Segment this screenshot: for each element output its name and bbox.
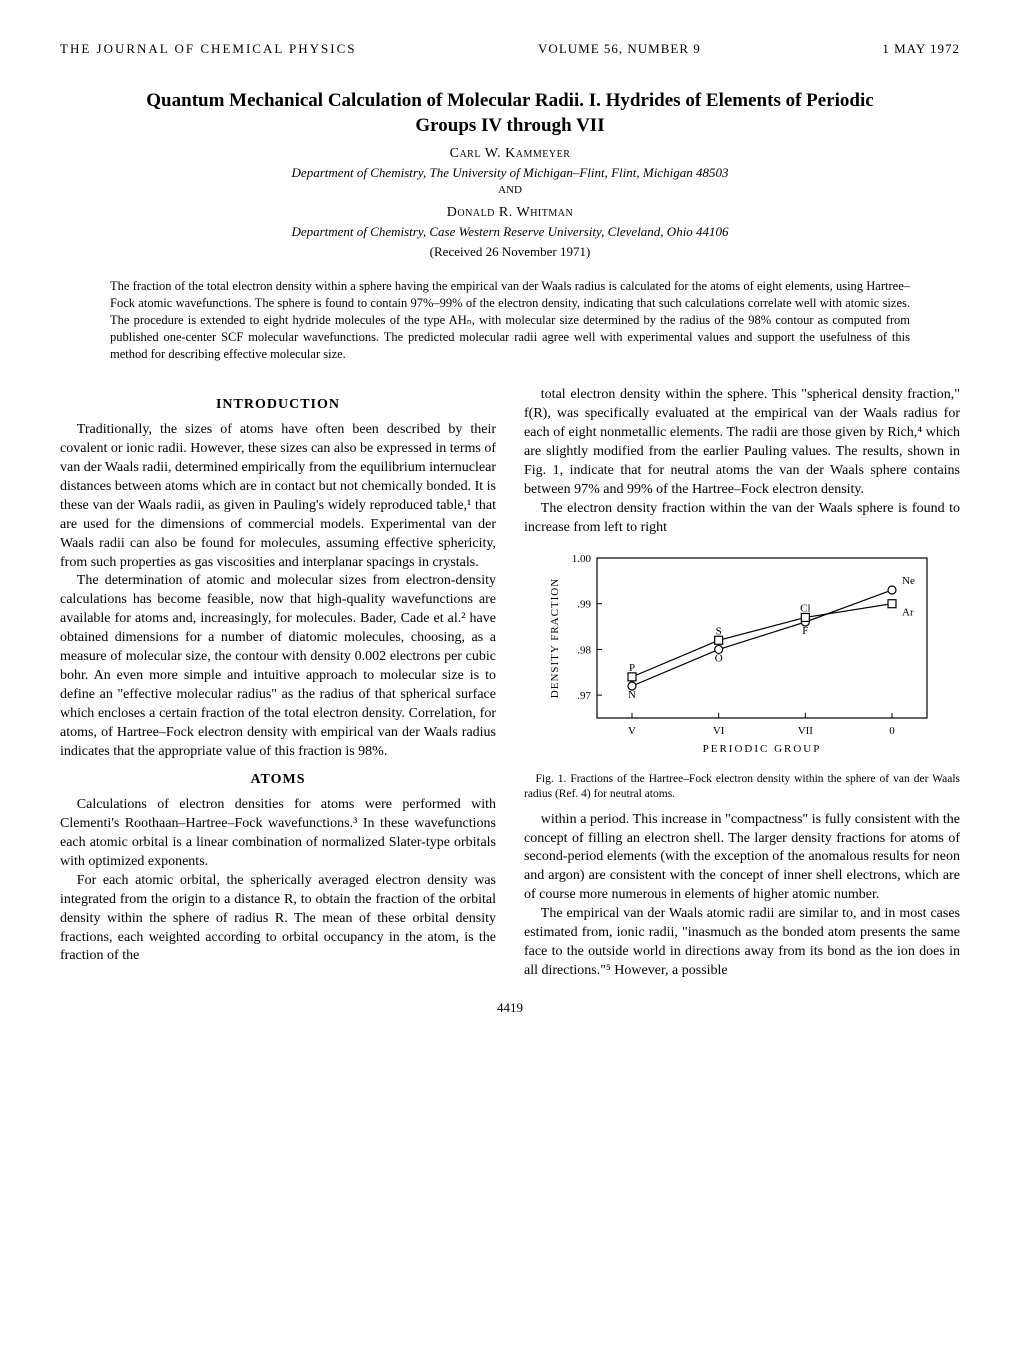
svg-text:PERIODIC GROUP: PERIODIC GROUP — [703, 743, 822, 755]
page-number: 4419 — [60, 999, 960, 1017]
svg-text:1.00: 1.00 — [572, 553, 592, 565]
issue-info: VOLUME 56, NUMBER 9 — [538, 40, 701, 58]
svg-text:.98: .98 — [577, 644, 591, 656]
author-2: Donald R. Whitman — [60, 204, 960, 223]
svg-text:VI: VI — [713, 725, 725, 737]
affiliation-2: Department of Chemistry, Case Western Re… — [60, 223, 960, 241]
svg-text:Ne: Ne — [902, 575, 915, 587]
title-line-1: Quantum Mechanical Calculation of Molecu… — [146, 90, 873, 111]
section-heading-introduction: INTRODUCTION — [60, 396, 496, 415]
svg-text:V: V — [628, 725, 636, 737]
svg-text:S: S — [716, 625, 722, 637]
svg-text:DENSITY FRACTION: DENSITY FRACTION — [549, 577, 561, 697]
column2-paragraph-2: The electron density fraction within the… — [524, 500, 960, 538]
received-date: (Received 26 November 1971) — [60, 243, 960, 261]
journal-name: THE JOURNAL OF CHEMICAL PHYSICS — [60, 40, 357, 58]
article-title: Quantum Mechanical Calculation of Molecu… — [60, 88, 960, 139]
atoms-paragraph-2: For each atomic orbital, the spherically… — [60, 872, 496, 966]
svg-text:N: N — [628, 689, 636, 701]
running-header: THE JOURNAL OF CHEMICAL PHYSICS VOLUME 5… — [60, 40, 960, 58]
section-heading-atoms: ATOMS — [60, 771, 496, 790]
svg-text:.97: .97 — [577, 690, 591, 702]
column2-paragraph-4: The empirical van der Waals atomic radii… — [524, 905, 960, 981]
svg-text:Cl: Cl — [800, 602, 810, 614]
figure-1-caption: Fig. 1. Fractions of the Hartree–Fock el… — [524, 772, 960, 803]
intro-paragraph-2: The determination of atomic and molecula… — [60, 572, 496, 761]
svg-text:P: P — [629, 661, 635, 673]
svg-text:O: O — [715, 652, 723, 664]
abstract: The fraction of the total electron densi… — [110, 278, 910, 362]
atoms-paragraph-1: Calculations of electron densities for a… — [60, 796, 496, 872]
title-line-2: Groups IV through VII — [415, 115, 604, 136]
svg-text:Ar: Ar — [902, 606, 914, 618]
svg-text:VII: VII — [798, 725, 814, 737]
authors-block: Carl W. Kammeyer Department of Chemistry… — [60, 145, 960, 260]
figure-1-chart: 1.00 .99 .98 .97 V VI VII 0 DENSITY FRACTION PERI… — [542, 548, 942, 768]
svg-text:0: 0 — [889, 725, 895, 737]
intro-paragraph-1: Traditionally, the sizes of atoms have o… — [60, 421, 496, 572]
column2-paragraph-1: total electron density within the sphere… — [524, 386, 960, 499]
column2-paragraph-3: within a period. This increase in "compa… — [524, 811, 960, 905]
and-separator: AND — [60, 183, 960, 198]
svg-text:F: F — [802, 625, 808, 637]
body-columns: INTRODUCTION Traditionally, the sizes of… — [60, 386, 960, 980]
publication-date: 1 MAY 1972 — [882, 40, 960, 58]
figure-1: 1.00 .99 .98 .97 V VI VII 0 DENSITY FRACTION PERI… — [524, 548, 960, 803]
author-1: Carl W. Kammeyer — [60, 145, 960, 164]
affiliation-1: Department of Chemistry, The University … — [60, 164, 960, 182]
svg-text:.99: .99 — [577, 598, 591, 610]
